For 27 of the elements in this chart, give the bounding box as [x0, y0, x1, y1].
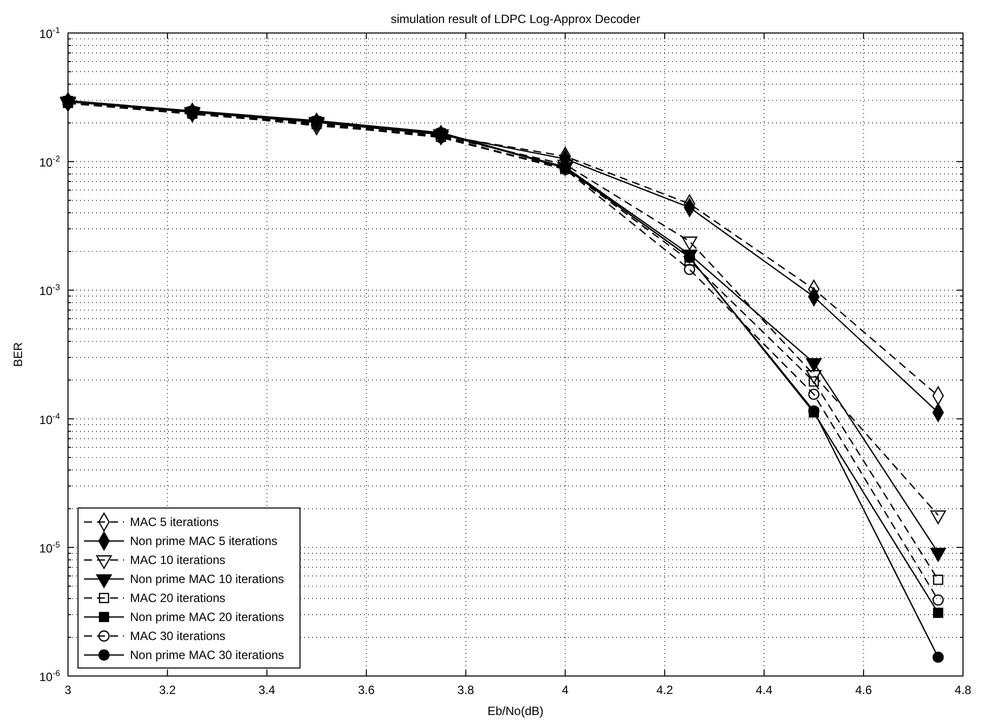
legend-label: Non prime MAC 5 iterations — [130, 534, 278, 548]
x-tick-label: 4.2 — [656, 683, 674, 697]
legend-label: Non prime MAC 10 iterations — [130, 572, 284, 586]
x-tick-label: 3 — [64, 683, 72, 697]
x-tick-label: 4.4 — [756, 683, 773, 697]
y-tick-label: 10$^{-6}$ — [39, 668, 60, 684]
y-tick-label: 10$^{-1}$ — [39, 25, 60, 41]
x-tick-label: 4.8 — [954, 683, 972, 697]
legend-label: Non prime MAC 30 iterations — [130, 648, 284, 662]
y-tick-label: 10$^{-4}$ — [39, 410, 60, 427]
y-tick-label: 10$^{-5}$ — [39, 539, 60, 556]
legend-label: Non prime MAC 20 iterations — [130, 610, 284, 624]
legend-label: MAC 20 iterations — [130, 591, 226, 605]
legend-label: MAC 30 iterations — [130, 629, 226, 643]
x-tick-label: 3.6 — [358, 683, 375, 697]
legend-label: MAC 10 iterations — [130, 553, 226, 567]
chart-title: simulation result of LDPC Log-Approx Decoder — [390, 12, 640, 26]
x-tick-label: 4 — [562, 683, 569, 697]
x-tick-label: 3.4 — [258, 683, 276, 697]
x-axis-title: Eb/No(dB) — [487, 704, 544, 718]
x-tick-label: 3.8 — [457, 683, 474, 697]
y-tick-label: 10$^{-3}$ — [39, 282, 60, 298]
x-tick-label: 3.2 — [159, 683, 176, 697]
legend-label: MAC 5 iterations — [130, 515, 219, 529]
y-axis-title: BER — [11, 342, 25, 367]
x-tick-label: 4.6 — [855, 683, 872, 697]
y-tick-label: 10$^{-2}$ — [39, 154, 60, 170]
